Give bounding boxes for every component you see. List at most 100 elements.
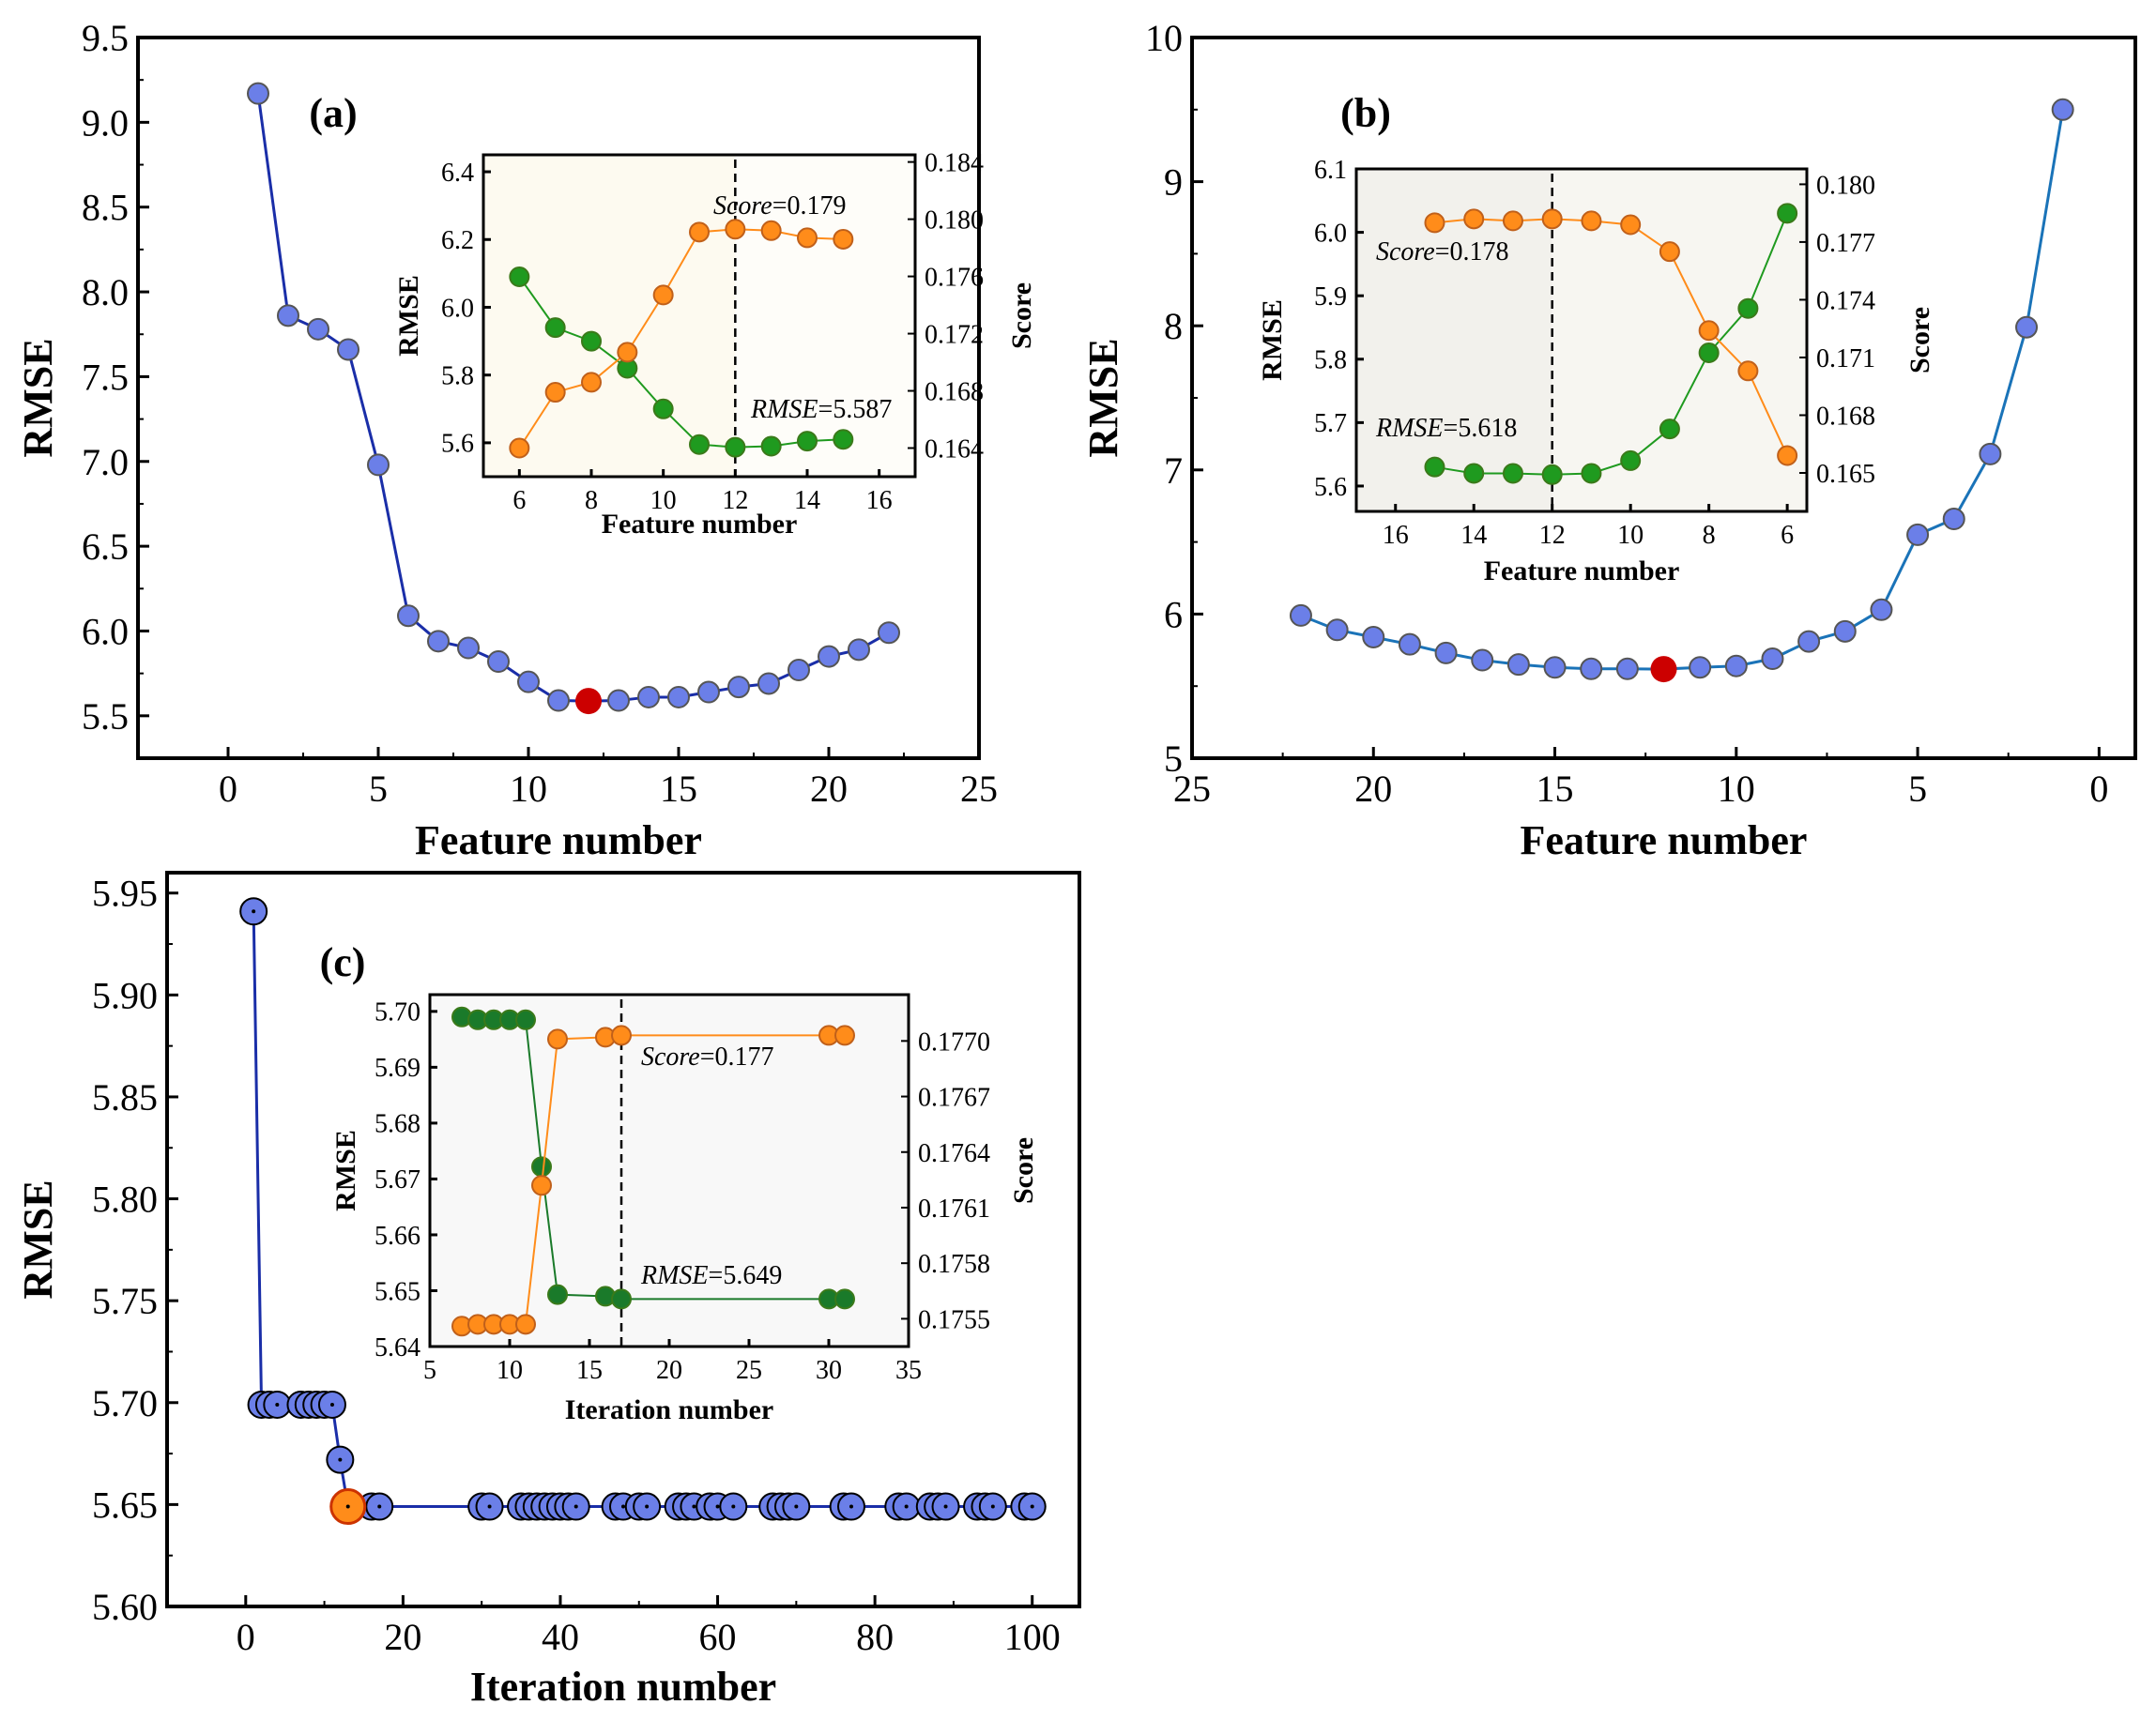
- panel-c-series-point-dot: [275, 1402, 280, 1407]
- panel-a-xtick-label: 20: [810, 768, 848, 810]
- inset-a-y2tick-label: 0.168: [925, 378, 984, 407]
- inset-a-ytick-label: 6.4: [441, 159, 474, 188]
- panel-c-series-point-dot: [692, 1504, 696, 1509]
- panel-c-ytick-label: 5.80: [92, 1179, 158, 1221]
- inset-c-y2tick-label: 0.1770: [918, 1027, 990, 1057]
- inset-b-xtick-label: 10: [1617, 521, 1644, 550]
- inset-c-score-note-name: Score: [641, 1043, 700, 1072]
- panel-b-ytick-label: 9: [1164, 161, 1183, 204]
- inset-b-ytick-label: 5.7: [1314, 409, 1347, 438]
- panel-a-series-point: [337, 338, 359, 361]
- inset-b-score-note: Score=0.178: [1376, 237, 1509, 266]
- panel-c-series-point-dot: [621, 1504, 625, 1509]
- inset-c-xtick-label: 10: [497, 1356, 523, 1385]
- inset-b-rmse-note: RMSE=5.618: [1375, 414, 1517, 443]
- inset-c-xtick-label: 25: [736, 1356, 762, 1385]
- panel-b-ylabel: RMSE: [1080, 338, 1126, 457]
- panel-a-series-point: [637, 685, 660, 708]
- panel-c-ytick-label: 5.90: [92, 974, 158, 1016]
- inset-a-rmse-note-value: =5.587: [818, 395, 893, 424]
- panel-c-series-point-dot: [377, 1504, 382, 1509]
- panel-c-series-point-dot: [1030, 1504, 1034, 1509]
- inset-c-xtick-label: 20: [656, 1356, 682, 1385]
- inset-b-rmse-note-value: =5.618: [1444, 414, 1518, 443]
- inset-a-rmse-point: [652, 398, 674, 419]
- inset-b-score-point: [1463, 208, 1485, 230]
- panel-c-xtick-label: 40: [542, 1616, 579, 1658]
- panel-b-series-point: [1615, 657, 1639, 680]
- panel-a-series-point: [757, 672, 780, 695]
- panel-b-xtick-label: 0: [2089, 768, 2108, 810]
- inset-a-rmse-point: [797, 431, 818, 452]
- panel-a: 0 5 10 15 20 25 5.5 6.0 6.5 7.0 7.5 8.0 8.5 9.0 9.5 Fea…: [15, 17, 1037, 863]
- inset-a-xtick-label: 12: [722, 486, 748, 515]
- inset-b-score-note-value: =0.178: [1435, 237, 1509, 266]
- inset-a-score-note-value: =0.179: [772, 191, 847, 221]
- inset-c-rmse-point: [611, 1288, 632, 1310]
- inset-b-y2tick-label: 0.171: [1816, 344, 1875, 373]
- panel-b-series-point: [1543, 656, 1567, 679]
- inset-c-ylabel: RMSE: [330, 1130, 361, 1211]
- panel-b-series-point: [1289, 603, 1312, 627]
- inset-a-ytick-label: 6.0: [441, 294, 474, 323]
- panel-b-series-point: [1434, 641, 1458, 664]
- inset-c-rmse-note-value: =5.649: [709, 1261, 783, 1290]
- panel-c-series-point-dot: [573, 1504, 578, 1509]
- inset-a-rmse-point: [581, 330, 602, 352]
- inset-c-ytick-label: 5.69: [375, 1054, 420, 1083]
- inset-a-ytick-label: 5.6: [441, 430, 474, 459]
- inset-c-ytick-label: 5.70: [375, 998, 420, 1027]
- inset-b-y2tick-label: 0.177: [1816, 229, 1875, 258]
- panel-b-xtick-label: 10: [1718, 768, 1755, 810]
- panel-a-ytick-label: 7.5: [82, 356, 129, 398]
- panel-a-inset: 6 8 10 12 14 16 5.6 5.8 6.0 6.2 6.4 0.164 0.168 0.172…: [393, 149, 1037, 540]
- panel-c-ytick-label: 5.95: [92, 873, 158, 915]
- panel-b-xtick-label: 5: [1908, 768, 1927, 810]
- inset-a-shade: [735, 155, 915, 477]
- panel-c-series-point-dot: [943, 1504, 948, 1509]
- inset-b-score-point: [1737, 360, 1759, 382]
- panel-b-ytick-label: 5: [1164, 738, 1183, 780]
- inset-a-score-point: [760, 220, 782, 241]
- inset-a-ylabel: RMSE: [393, 275, 424, 357]
- inset-c-y2label: Score: [1008, 1137, 1039, 1204]
- panel-c-series-point-dot: [645, 1504, 650, 1509]
- inset-a-rmse-point: [544, 317, 566, 339]
- panel-a-xtick-label: 15: [660, 768, 697, 810]
- inset-b-score-note-name: Score: [1376, 237, 1435, 266]
- inset-a-y2label: Score: [1006, 282, 1037, 349]
- panel-c-ytick-label: 5.65: [92, 1484, 158, 1526]
- inset-a-xlabel: Feature number: [602, 509, 798, 540]
- inset-b-ytick-label: 5.9: [1314, 282, 1347, 312]
- panel-a-ytick-label: 8.0: [82, 271, 129, 313]
- panel-a-xtick-label: 0: [219, 768, 237, 810]
- inset-a-y2tick-label: 0.184: [925, 149, 984, 178]
- inset-b-frame: [1354, 167, 1809, 513]
- inset-a-score-point: [725, 219, 746, 240]
- inset-a-xtick-label: 14: [794, 486, 820, 515]
- panel-a-ytick-label: 9.5: [82, 17, 129, 59]
- panel-b-ytick-label: 8: [1164, 305, 1183, 347]
- panel-b-series-point: [1906, 523, 1930, 546]
- inset-c-score-point: [547, 1028, 568, 1050]
- inset-b-score-point: [1581, 210, 1602, 232]
- inset-c-rmse-point: [547, 1284, 568, 1305]
- panel-a-series-point: [427, 630, 450, 653]
- panel-a-ytick-label: 8.5: [82, 187, 129, 229]
- inset-b-xtick-label: 16: [1383, 521, 1409, 550]
- inset-a-ytick-label: 6.2: [441, 226, 474, 255]
- panel-a-xtick-label: 10: [510, 768, 547, 810]
- panel-b-series-point: [1580, 657, 1603, 680]
- panel-a-xtick-label: 25: [960, 768, 998, 810]
- panel-a-series-point: [517, 670, 540, 693]
- inset-a-score-point: [617, 342, 638, 363]
- inset-b-y2tick-label: 0.168: [1816, 402, 1875, 431]
- inset-a-rmse-note-name: RMSE: [750, 395, 818, 424]
- inset-c-score-note-value: =0.177: [700, 1043, 774, 1072]
- panel-a-xlabel: Feature number: [415, 817, 702, 863]
- panel-b-series-point: [1942, 508, 1965, 531]
- panel-a-highlight-point: [575, 688, 602, 715]
- inset-b-ytick-label: 6.1: [1314, 156, 1347, 185]
- panel-b-series-point: [2015, 315, 2039, 339]
- panel-a-ytick-label: 9.0: [82, 101, 129, 144]
